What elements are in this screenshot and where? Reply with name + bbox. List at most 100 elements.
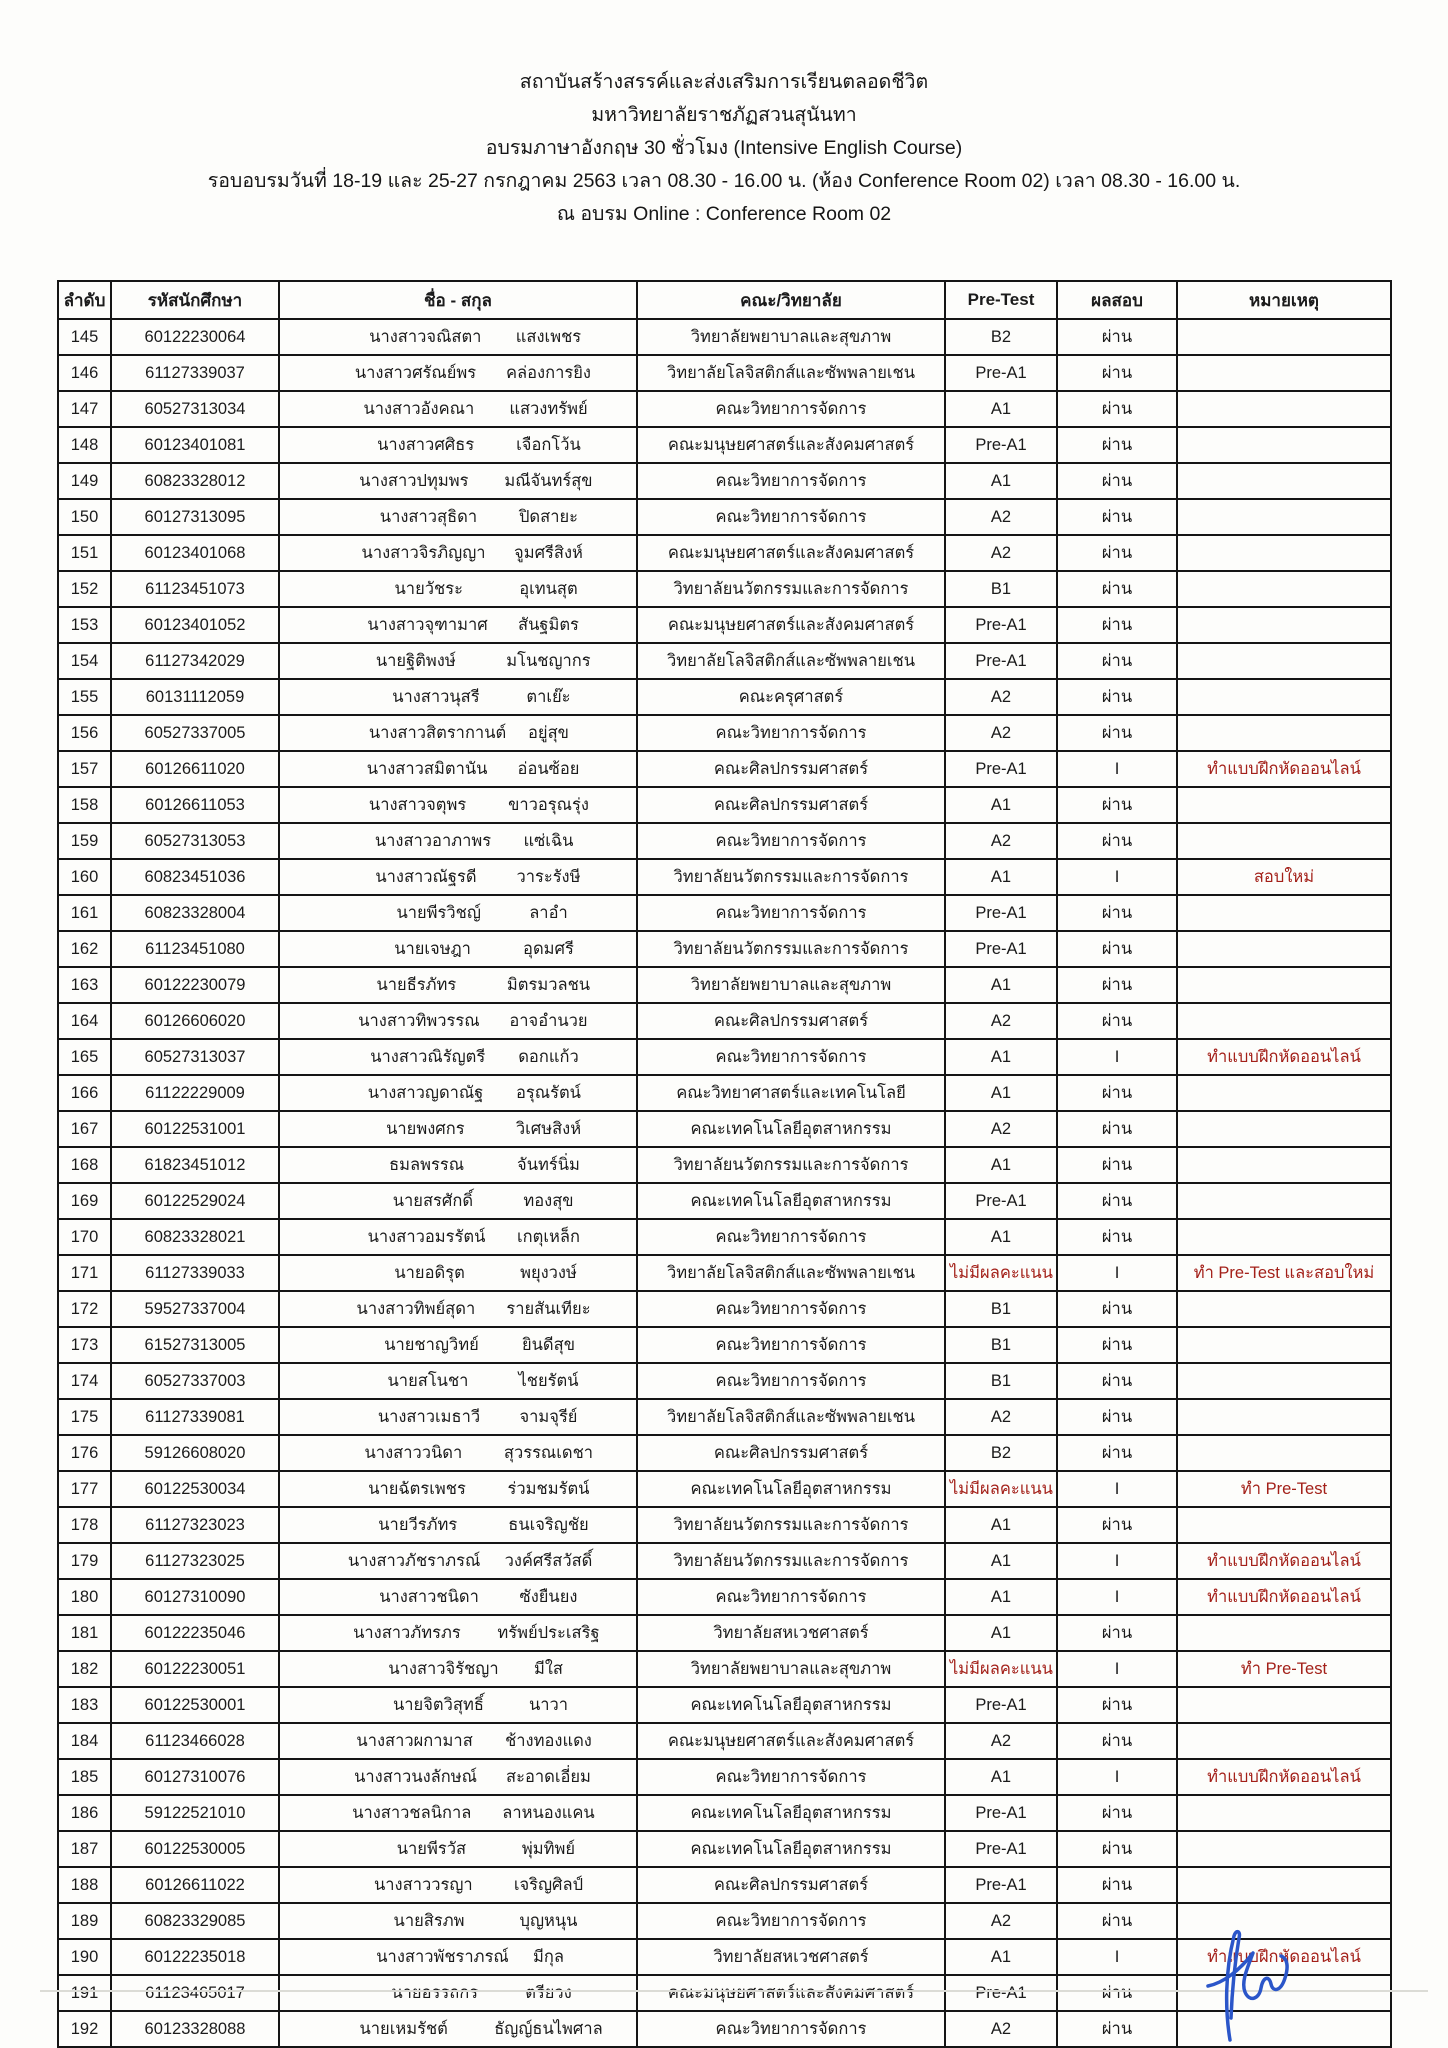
faculty-cell: คณะเทคโนโลยีอุตสาหกรรม [636, 1182, 946, 1220]
faculty-cell: คณะวิทยาการจัดการ [636, 1578, 946, 1616]
table-row: 172 59527337004 นางสาวทิพย์สุดา รายสันเทียะ… [57, 1290, 1392, 1328]
remark-cell [1176, 534, 1392, 572]
remark-cell [1176, 1398, 1392, 1436]
student-id-cell: 60123328088 [110, 2010, 280, 2048]
first-name: นางสาวจณิสตา [369, 328, 482, 346]
first-name: นายฐิติพงษ์ [375, 652, 456, 670]
student-id-cell: 60127310076 [110, 1758, 280, 1796]
name-cell: นางสาววรญา เจริญศิลป์ [278, 1866, 638, 1904]
remark-cell: ทำแบบฝึกหัดออนไลน์ [1176, 750, 1392, 788]
student-id-cell: 60527337003 [110, 1362, 280, 1400]
first-name: นายธีรภัทร [376, 976, 457, 994]
student-id-cell: 60527313053 [110, 822, 280, 860]
order-cell: 164 [57, 1002, 112, 1040]
name-cell: นางสาวชนิดา ซังยืนยง [278, 1578, 638, 1616]
last-name: วงค์ศรีสวัสดิ์ [504, 1552, 593, 1570]
student-id-cell: 60126606020 [110, 1002, 280, 1040]
order-cell: 183 [57, 1686, 112, 1724]
table-row: 176 59126608020 นางสาววนิดา สุวรรณเดชา คณะศิ… [57, 1434, 1392, 1472]
faculty-cell: คณะมนุษยศาสตร์และสังคมศาสตร์ [636, 534, 946, 572]
pretest-cell: Pre-A1 [944, 1686, 1058, 1724]
order-cell: 184 [57, 1722, 112, 1760]
faculty-cell: คณะวิทยาการจัดการ [636, 1326, 946, 1364]
faculty-cell: วิทยาลัยโลจิสติกส์และซัพพลายเชน [636, 354, 946, 392]
col-header-student-id: รหัสนักศึกษา [110, 280, 280, 320]
result-cell: I [1056, 1038, 1178, 1076]
pretest-cell: A2 [944, 498, 1058, 536]
student-id-cell: 60823329085 [110, 1902, 280, 1940]
table-row: 155 60131112059 นางสาวนุสรี ตาเย๊ะ คณะครุศาส… [57, 678, 1392, 716]
table-row: 174 60527337003 นายสโนชา ไชยรัตน์ คณะวิทยากา… [57, 1362, 1392, 1400]
pretest-cell: A2 [944, 1002, 1058, 1040]
last-name: ลาหนองแคน [502, 1804, 595, 1822]
col-header-result: ผลสอบ [1056, 280, 1178, 320]
order-cell: 166 [57, 1074, 112, 1112]
remark-cell [1176, 1290, 1392, 1328]
name-cell: นางสาวอมรรัตน์ เกตุเหล็ก [278, 1218, 638, 1256]
faculty-cell: วิทยาลัยนวัตกรรมและการจัดการ [636, 1542, 946, 1580]
order-cell: 161 [57, 894, 112, 932]
scan-artifact-line [40, 1990, 1428, 1992]
name-cell: นายชาญวิทย์ ยินดีสุข [278, 1326, 638, 1364]
name-cell: นายฐิติพงษ์ มโนชญากร [278, 642, 638, 680]
result-cell: ผ่าน [1056, 318, 1178, 356]
first-name: นายเจษฎา [394, 940, 471, 958]
faculty-cell: วิทยาลัยสหเวชศาสตร์ [636, 1614, 946, 1652]
student-id-cell: 61123451080 [110, 930, 280, 968]
result-cell: ผ่าน [1056, 1794, 1178, 1832]
faculty-cell: วิทยาลัยโลจิสติกส์และซัพพลายเชน [636, 1254, 946, 1292]
student-id-cell: 60122230051 [110, 1650, 280, 1688]
name-cell: นางสาวเมธาวี จามจุรีย์ [278, 1398, 638, 1436]
first-name: นางสาวอมรรัตน์ [367, 1228, 486, 1246]
faculty-cell: คณะเทคโนโลยีอุตสาหกรรม [636, 1470, 946, 1508]
result-cell: I [1056, 1542, 1178, 1580]
pretest-cell: A2 [944, 1398, 1058, 1436]
table-row: 145 60122230064 นางสาวจณิสตา แสงเพชร วิทยาลั… [57, 318, 1392, 356]
last-name: ขาวอรุณรุ่ง [508, 796, 589, 814]
first-name: นางสาววนิดา [364, 1444, 463, 1462]
name-cell: นางสาวภัทรภร ทรัพย์ประเสริฐ [278, 1614, 638, 1652]
last-name: รายสันเทียะ [506, 1300, 591, 1318]
student-id-cell: 60126611020 [110, 750, 280, 788]
faculty-cell: คณะวิทยาศาสตร์และเทคโนโลยี [636, 1074, 946, 1112]
last-name: นาวา [528, 1696, 569, 1714]
last-name: มโนชญากร [506, 652, 591, 670]
student-id-cell: 61127323025 [110, 1542, 280, 1580]
remark-cell [1176, 714, 1392, 752]
student-id-cell: 60527313034 [110, 390, 280, 428]
remark-cell [1176, 1722, 1392, 1760]
table-row: 170 60823328021 นางสาวอมรรัตน์ เกตุเหล็ก คณะ… [57, 1218, 1392, 1256]
result-cell: ผ่าน [1056, 1218, 1178, 1256]
first-name: นายเหมรัชต์ [359, 2020, 448, 2038]
pretest-cell: A1 [944, 1542, 1058, 1580]
first-name: นางสาวชนิดา [379, 1588, 479, 1606]
remark-cell [1176, 1434, 1392, 1472]
table-body: 145 60122230064 นางสาวจณิสตา แสงเพชร วิทยาลั… [57, 318, 1392, 2048]
first-name: นางสาวภัทรภร [353, 1624, 461, 1642]
last-name: ยินดีสุข [521, 1336, 575, 1354]
faculty-cell: คณะเทคโนโลยีอุตสาหกรรม [636, 1110, 946, 1148]
first-name: นางสาวอาภาพร [374, 832, 492, 850]
pretest-cell: A1 [944, 1758, 1058, 1796]
faculty-cell: คณะเทคโนโลยีอุตสาหกรรม [636, 1686, 946, 1724]
last-name: ร่วมชมรัตน์ [507, 1480, 590, 1498]
student-id-cell: 60122530034 [110, 1470, 280, 1508]
first-name: นายชาญวิทย์ [384, 1336, 479, 1354]
remark-cell [1176, 642, 1392, 680]
faculty-cell: คณะศิลปกรรมศาสตร์ [636, 1434, 946, 1472]
order-cell: 168 [57, 1146, 112, 1184]
result-cell: ผ่าน [1056, 1434, 1178, 1472]
result-cell: ผ่าน [1056, 1290, 1178, 1328]
remark-cell [1176, 1830, 1392, 1868]
first-name: นายอดิรุต [394, 1264, 465, 1282]
order-cell: 178 [57, 1506, 112, 1544]
order-cell: 181 [57, 1614, 112, 1652]
last-name: พยุงวงษ์ [520, 1264, 577, 1282]
signature [1196, 1922, 1306, 2042]
pretest-cell: A1 [944, 1218, 1058, 1256]
order-cell: 186 [57, 1794, 112, 1832]
first-name: นางสาวทิพวรรณ [358, 1012, 480, 1030]
order-cell: 191 [57, 1974, 112, 2012]
name-cell: นางสาวนุสรี ตาเย๊ะ [278, 678, 638, 716]
